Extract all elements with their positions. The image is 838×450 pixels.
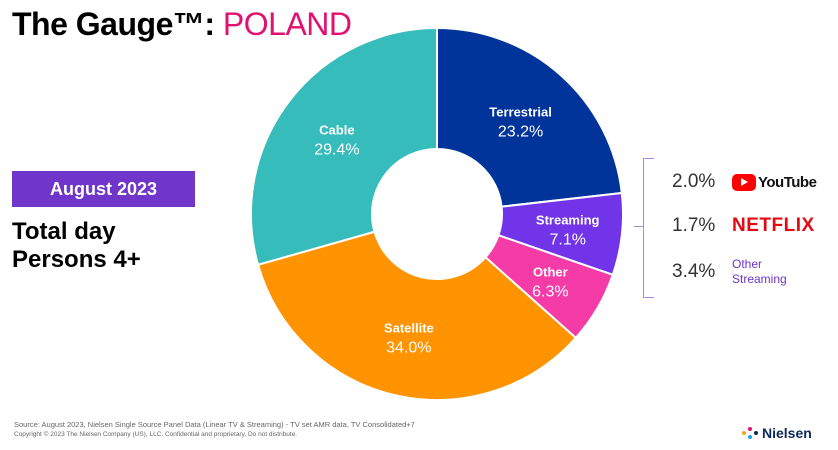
donut-slice-satellite bbox=[256, 230, 578, 401]
page-title: The Gauge™: POLAND bbox=[12, 6, 352, 43]
breakdown-value-netflix: 1.7% bbox=[672, 215, 716, 236]
breakdown-value-youtube: 2.0% bbox=[672, 171, 716, 192]
slice-value-streaming: 7.1% bbox=[549, 231, 585, 248]
slice-value-other: 6.3% bbox=[532, 284, 568, 301]
other-streaming-label: Other Streaming bbox=[732, 257, 812, 287]
streaming-breakdown-bracket bbox=[643, 158, 654, 298]
slice-label-other: Other bbox=[533, 265, 568, 280]
nielsen-logo: Nielsen bbox=[742, 425, 812, 441]
subtitle-line-1: Total day bbox=[12, 218, 116, 245]
slice-value-terrestrial: 23.2% bbox=[498, 123, 543, 140]
breakdown-value-other-streaming: 3.4% bbox=[672, 261, 716, 282]
month-badge: August 2023 bbox=[12, 171, 195, 207]
breakdown-row-other-streaming: 3.4% Other Streaming bbox=[672, 257, 812, 287]
breakdown-row-netflix: 1.7% NETFLIX bbox=[672, 215, 815, 237]
audience-subtitle: Total day Persons 4+ bbox=[12, 218, 141, 274]
youtube-logo-text: YouTube bbox=[758, 173, 817, 191]
youtube-play-icon bbox=[732, 173, 756, 191]
title-country: POLAND bbox=[222, 6, 352, 42]
youtube-logo: YouTube bbox=[732, 173, 817, 191]
donut-slice-terrestrial bbox=[436, 26, 623, 208]
slice-label-streaming: Streaming bbox=[536, 212, 600, 227]
streaming-breakdown-connector bbox=[634, 226, 644, 227]
subtitle-line-2: Persons 4+ bbox=[12, 246, 141, 273]
nielsen-logo-text: Nielsen bbox=[762, 425, 812, 441]
title-main: The Gauge™: bbox=[12, 6, 215, 42]
other-streaming-label-line-1: Other bbox=[732, 257, 763, 271]
copyright-note: Copyright © 2023 The Nielsen Company (US… bbox=[14, 431, 298, 438]
slice-value-satellite: 34.0% bbox=[386, 339, 431, 356]
source-note: Source: August 2023, Nielsen Single Sour… bbox=[14, 420, 415, 429]
slice-value-cable: 29.4% bbox=[314, 141, 359, 158]
slice-label-satellite: Satellite bbox=[384, 320, 434, 335]
other-streaming-label-line-2: Streaming bbox=[732, 272, 787, 286]
slice-label-terrestrial: Terrestrial bbox=[489, 104, 552, 119]
netflix-logo: NETFLIX bbox=[732, 215, 815, 236]
nielsen-mark-icon bbox=[742, 427, 758, 439]
slice-label-cable: Cable bbox=[319, 122, 354, 137]
breakdown-row-youtube: 2.0% YouTube bbox=[672, 171, 817, 193]
donut-slice-cable bbox=[250, 26, 438, 267]
